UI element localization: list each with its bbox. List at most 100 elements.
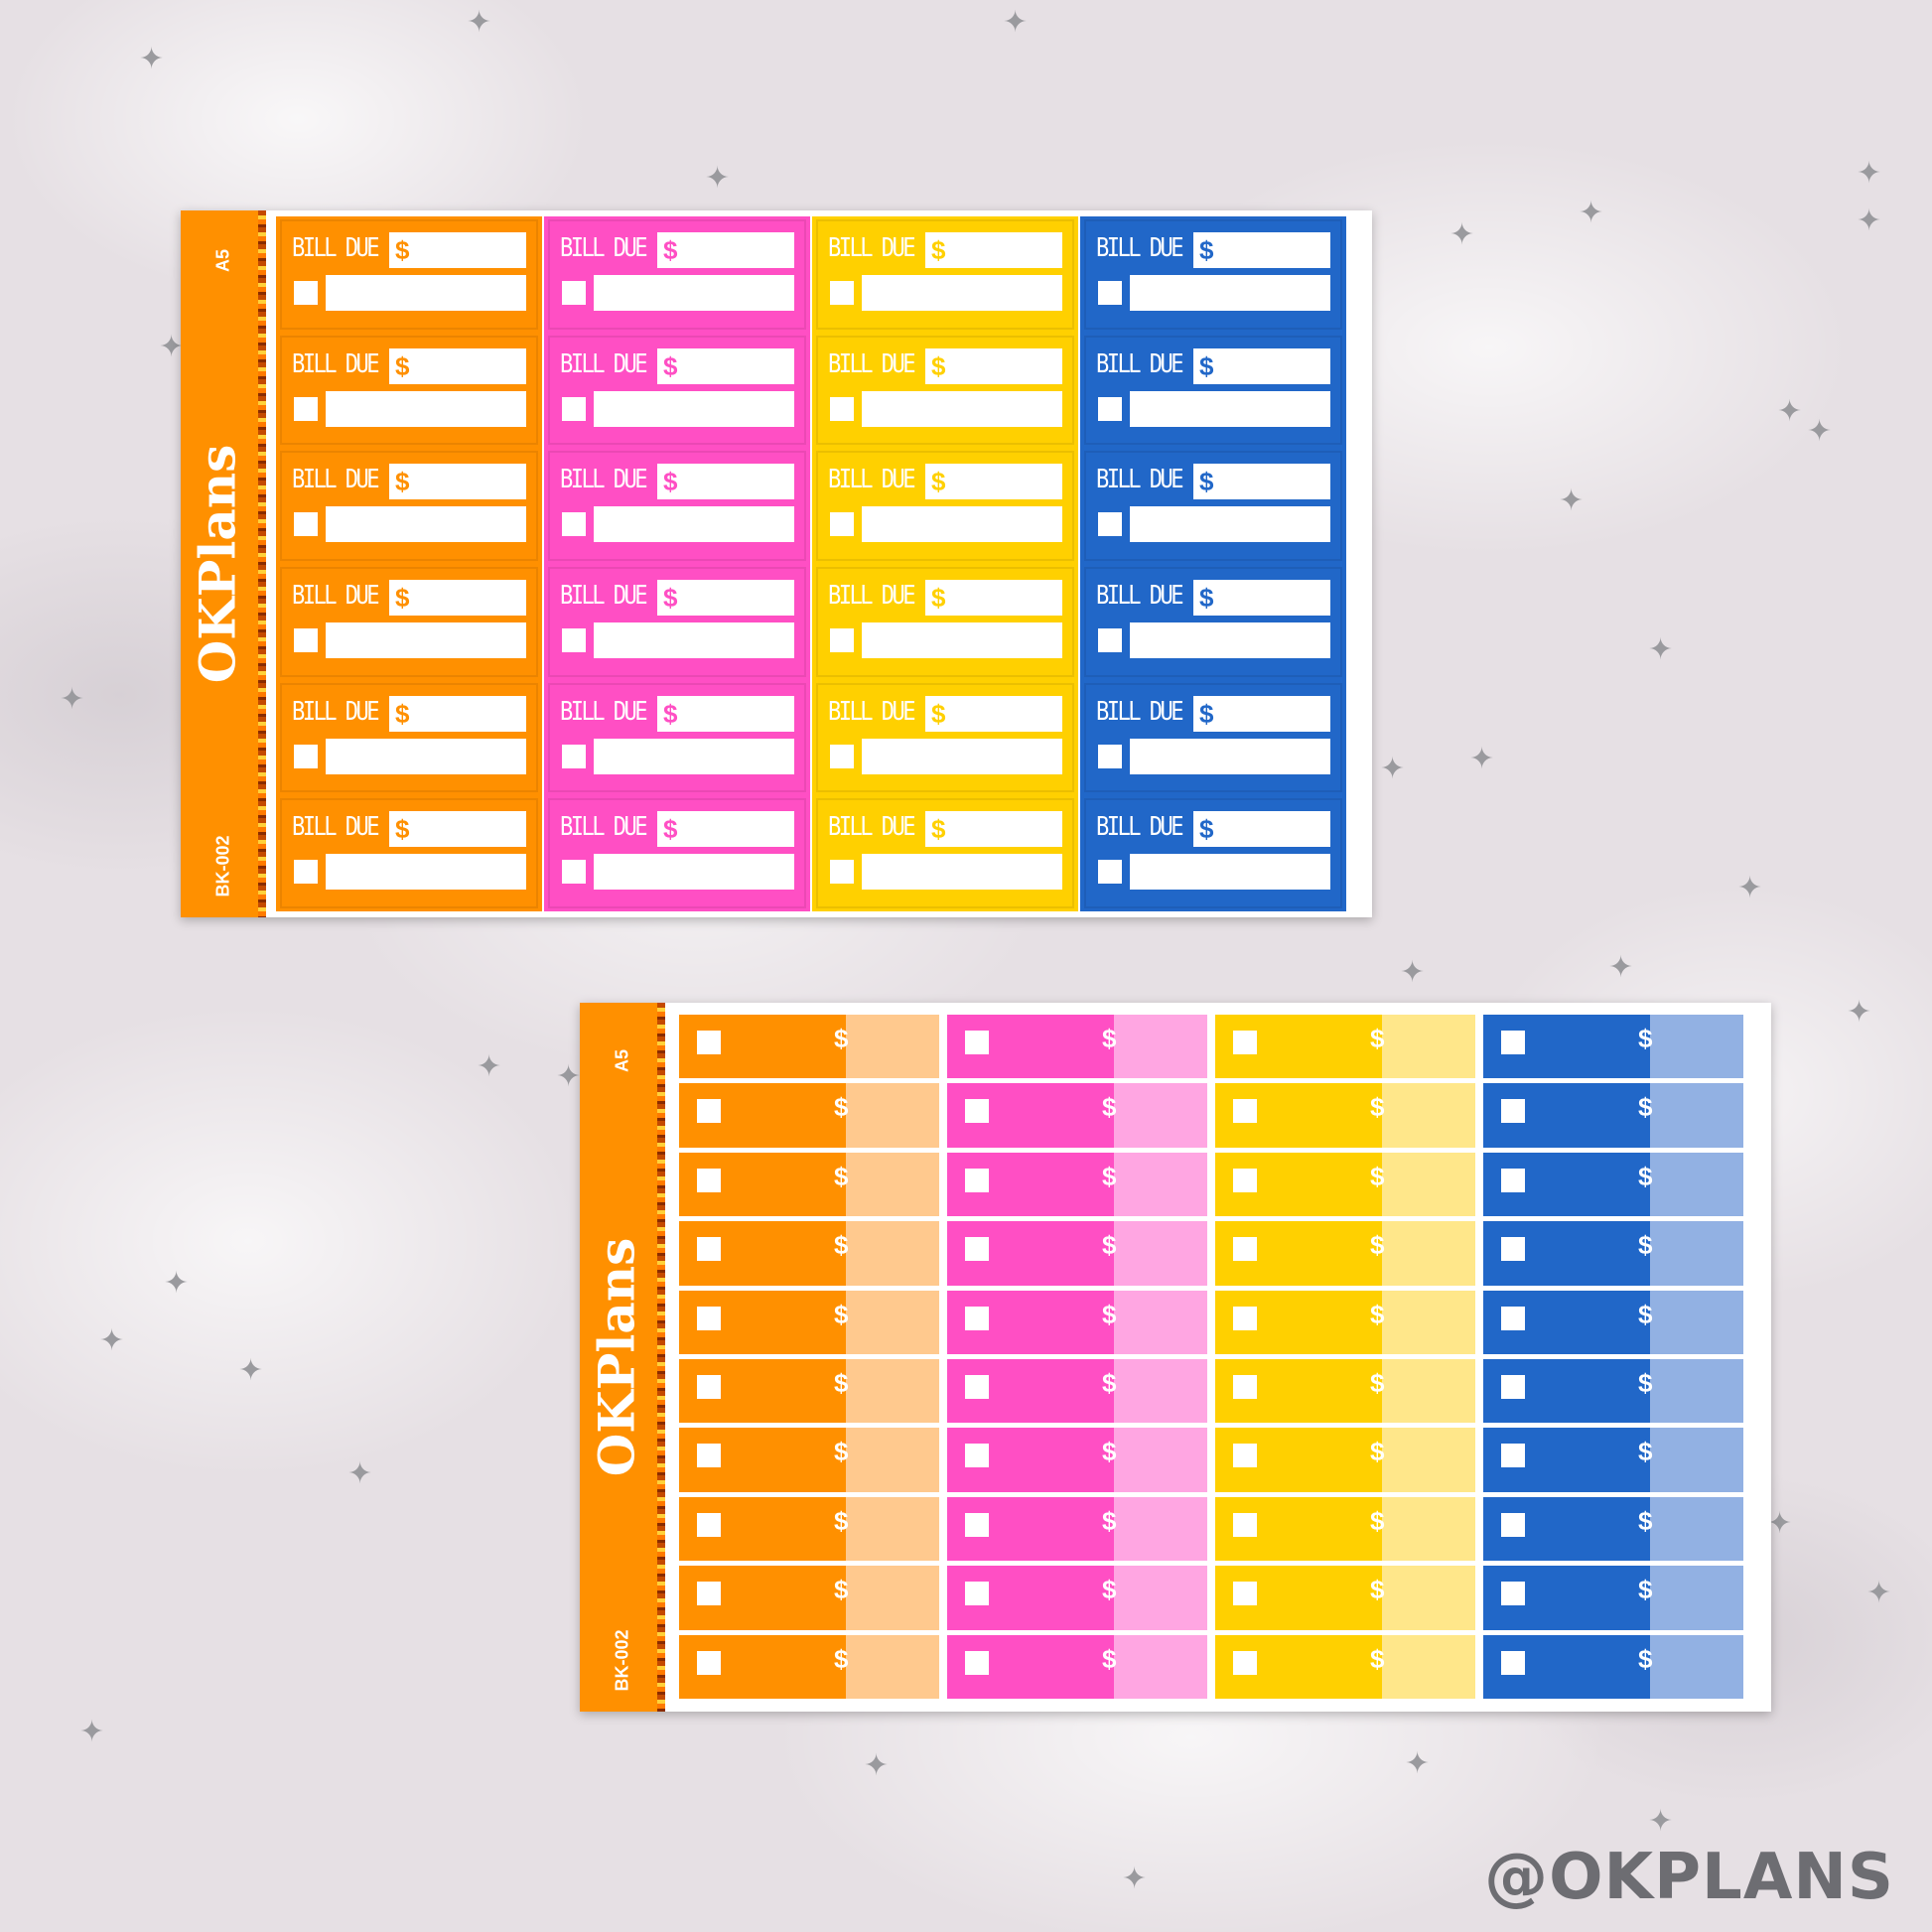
glitter-strip [258, 210, 266, 917]
amount-sticker: $ [1215, 1221, 1475, 1286]
bill-due-sticker: BILL DUE $ [548, 219, 806, 330]
note-line-box [594, 738, 794, 774]
checkbox-icon [1501, 1237, 1525, 1262]
note-line-box [594, 854, 794, 891]
sheet-spine: A5 OKPlans BK-002 [181, 210, 266, 917]
checkbox-icon [697, 1306, 721, 1330]
star-icon: ✦ [1469, 743, 1495, 775]
checkbox-icon [1501, 1512, 1525, 1537]
amount-sticker: $ [679, 1083, 939, 1148]
sticker-amount-area [1650, 1428, 1743, 1492]
dollar-sign: $ [834, 1643, 849, 1674]
bill-due-sticker: BILL DUE $ [548, 451, 806, 561]
amount-sticker: $ [947, 1221, 1207, 1286]
dollar-sign: $ [1638, 1575, 1653, 1605]
dollar-sign: $ [1102, 1643, 1117, 1674]
amount-sticker: $ [1483, 1566, 1743, 1630]
dollar-sign: $ [1102, 1092, 1117, 1123]
dollar-sign: $ [834, 1230, 849, 1261]
amount-sticker: $ [679, 1566, 939, 1630]
star-icon: ✦ [1847, 996, 1872, 1029]
note-line-box [326, 854, 526, 891]
amount-box: $ [925, 811, 1062, 848]
amount-box: $ [389, 347, 526, 384]
checkbox-icon [697, 1099, 721, 1124]
bill-due-sticker: BILL DUE $ [1084, 219, 1342, 330]
amount-box: $ [657, 811, 794, 848]
note-line-box [326, 622, 526, 658]
bill-due-sticker: BILL DUE $ [280, 682, 538, 793]
sticker-amount-area [846, 1428, 939, 1492]
amount-sticker: $ [679, 1015, 939, 1079]
note-line-box [326, 390, 526, 427]
dollar-sign: $ [1102, 1230, 1117, 1261]
sticker-column-pink: BILL DUE $ BILL DUE $ BILL DUE $ BILL DUE $ BILL… [544, 216, 810, 911]
sticker-amount-area [1114, 1083, 1207, 1148]
star-icon: ✦ [139, 43, 165, 75]
sticker-amount-area [1650, 1083, 1743, 1148]
sticker-amount-area [1114, 1359, 1207, 1424]
dollar-sign: $ [1370, 1299, 1385, 1329]
sticker-amount-area [1114, 1015, 1207, 1079]
sticker-amount-area [1114, 1496, 1207, 1562]
sticker-amount-area [1382, 1566, 1475, 1630]
note-line-box [594, 275, 794, 311]
bill-due-sticker: BILL DUE $ [816, 798, 1074, 908]
sticker-amount-area [846, 1634, 939, 1699]
star-icon: ✦ [1857, 157, 1882, 190]
checkbox-icon [1098, 512, 1122, 537]
bill-due-label: BILL DUE [292, 812, 380, 843]
amount-box: $ [389, 811, 526, 848]
checkbox-icon [965, 1582, 989, 1606]
sticker-amount-area [1650, 1359, 1743, 1424]
dollar-sign: $ [663, 583, 678, 613]
amount-box: $ [1193, 347, 1330, 384]
dollar-sign: $ [663, 698, 678, 729]
amount-box: $ [389, 695, 526, 732]
checkbox-icon [965, 1237, 989, 1262]
star-icon: ✦ [1648, 1805, 1674, 1838]
amount-sticker: $ [947, 1015, 1207, 1079]
note-line-box [1130, 854, 1330, 891]
dollar-sign: $ [1638, 1368, 1653, 1398]
checkbox-icon [294, 744, 318, 768]
amount-sticker: $ [1483, 1221, 1743, 1286]
checkbox-icon [1501, 1031, 1525, 1054]
amount-box: $ [925, 232, 1062, 268]
dollar-sign: $ [931, 698, 946, 729]
amount-sticker: $ [1483, 1015, 1743, 1079]
dollar-sign: $ [1638, 1024, 1653, 1053]
amount-sticker: $ [1483, 1359, 1743, 1424]
dollar-sign: $ [1199, 698, 1214, 729]
dollar-sign: $ [1370, 1368, 1385, 1398]
dollar-sign: $ [834, 1575, 849, 1605]
checkbox-icon [1098, 281, 1122, 305]
dollar-sign: $ [1102, 1368, 1117, 1398]
amount-sticker: $ [1483, 1496, 1743, 1562]
dollar-sign: $ [1638, 1505, 1653, 1536]
dollar-sign: $ [1370, 1092, 1385, 1123]
dollar-sign: $ [931, 235, 946, 265]
sticker-amount-area [1114, 1428, 1207, 1492]
sticker-amount-area [1650, 1496, 1743, 1562]
checkbox-icon [1233, 1306, 1257, 1330]
bill-due-label: BILL DUE [828, 581, 916, 611]
sticker-amount-area [1382, 1152, 1475, 1217]
bill-due-label: BILL DUE [292, 233, 380, 263]
amount-box: $ [657, 347, 794, 384]
bill-due-sticker: BILL DUE $ [548, 798, 806, 908]
sticker-amount-area [1382, 1083, 1475, 1148]
sticker-amount-area [1382, 1015, 1475, 1079]
sticker-amount-area [1382, 1428, 1475, 1492]
dollar-sign: $ [1638, 1437, 1653, 1467]
checkbox-icon [1233, 1237, 1257, 1262]
sticker-amount-area [846, 1221, 939, 1286]
checkbox-icon [1501, 1306, 1525, 1330]
sticker-column-blue: BILL DUE $ BILL DUE $ BILL DUE $ BILL DUE $ BILL… [1080, 216, 1346, 911]
star-icon: ✦ [99, 1324, 125, 1357]
dollar-sign: $ [395, 350, 410, 381]
bill-due-sticker: BILL DUE $ [280, 798, 538, 908]
dollar-sign: $ [834, 1024, 849, 1053]
bill-due-label: BILL DUE [560, 348, 648, 379]
amount-sticker: $ [679, 1290, 939, 1354]
